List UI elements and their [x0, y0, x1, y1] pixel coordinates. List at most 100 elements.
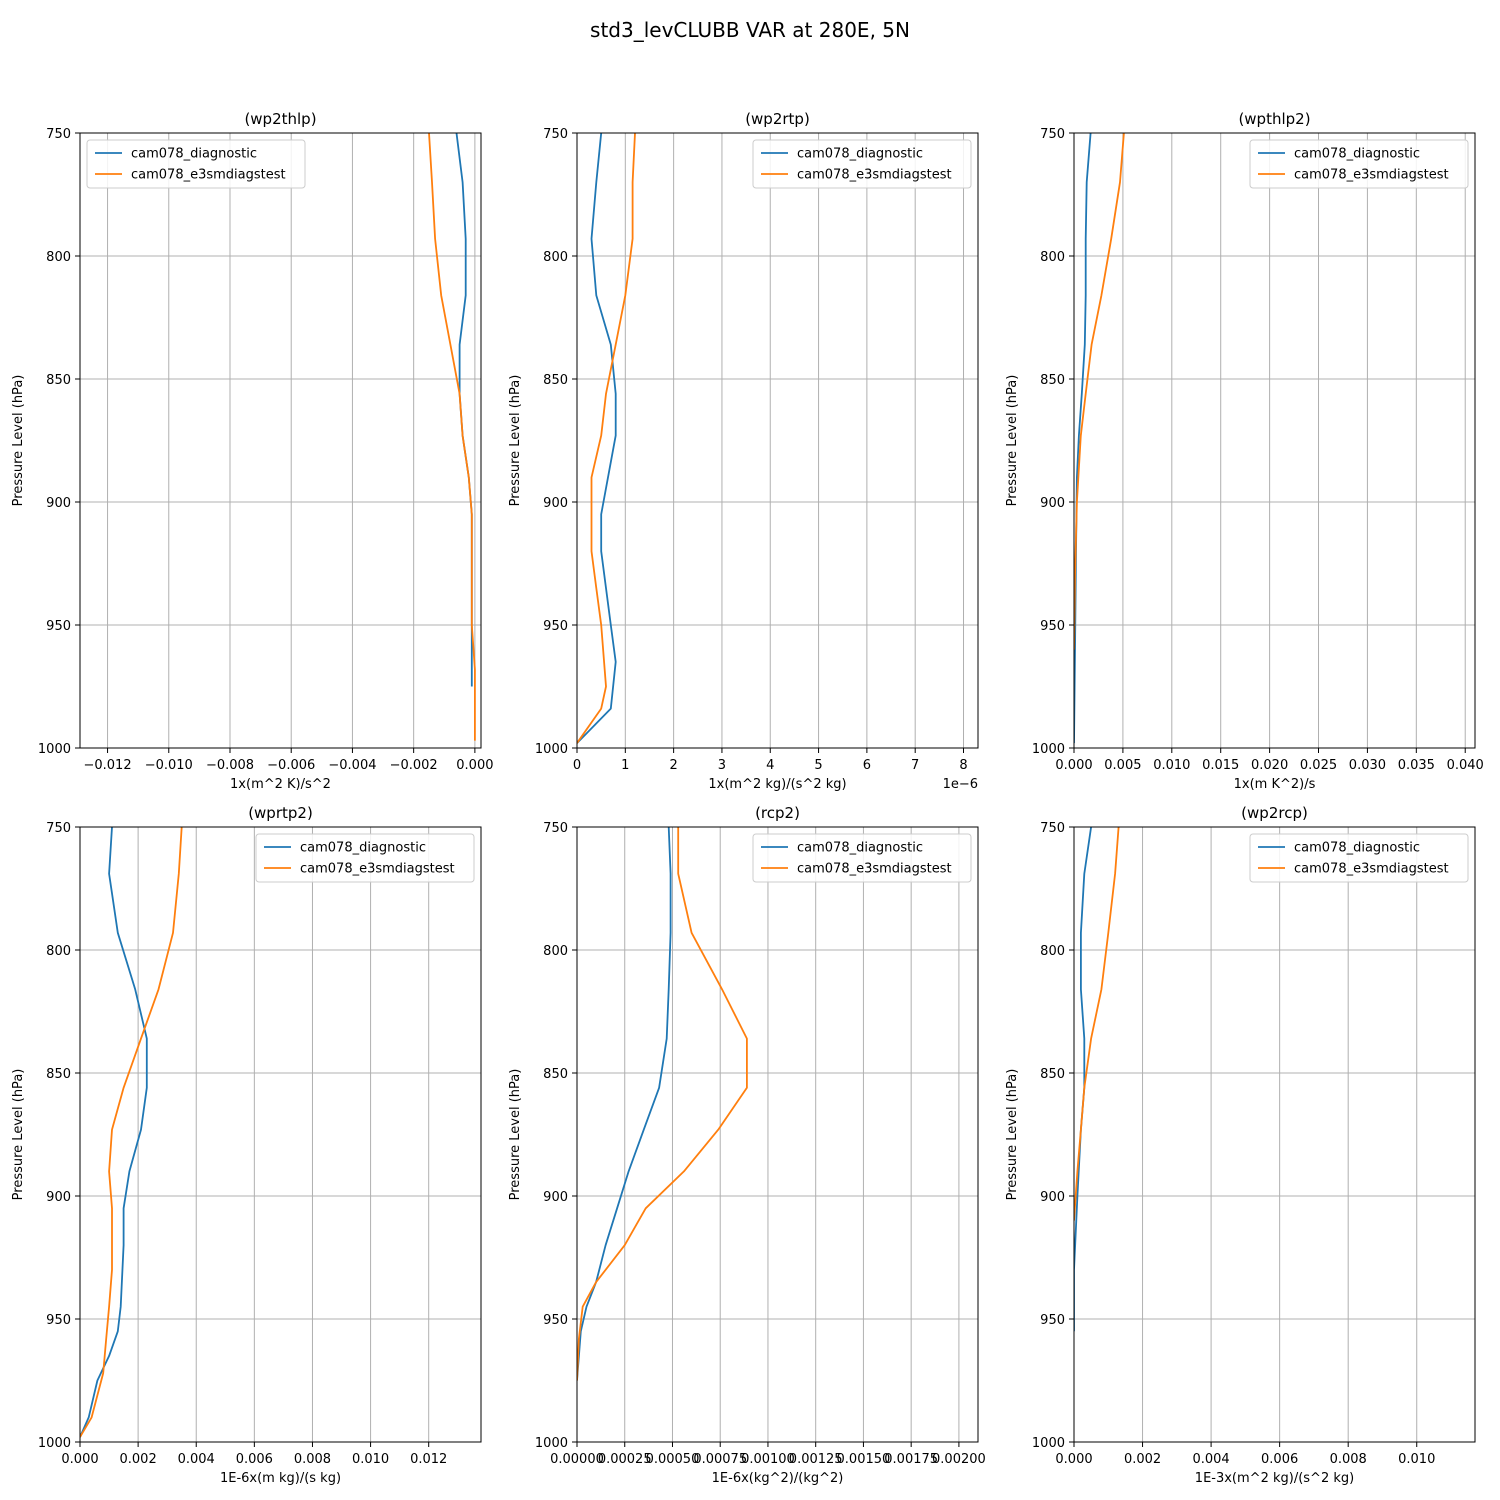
y-tick-label: 850 — [1040, 1067, 1065, 1082]
x-tick-label: −0.002 — [390, 758, 438, 773]
x-tick-label: 0.00025 — [598, 1452, 652, 1467]
x-tick-label: −0.004 — [328, 758, 376, 773]
series-line-cam078_diagnostic — [455, 133, 473, 687]
y-tick-label: 750 — [543, 821, 568, 836]
subplot-6: 0.000 0.002 0.004 0.006 0.008 0.010 750 800 850 9… — [1005, 804, 1476, 1486]
x-tick-label: −0.012 — [83, 758, 131, 773]
x-axis-label: 1x(m K^2)/s — [1234, 777, 1316, 792]
y-axis-label: Pressure Level (hPa) — [508, 1069, 523, 1201]
y-tick-label: 1000 — [1032, 1436, 1065, 1451]
x-tick-label: 0.005 — [1104, 758, 1141, 773]
series-line-cam078_diagnostic — [80, 827, 148, 1438]
subplot-title: (rcp2) — [755, 804, 800, 822]
series-group — [1074, 827, 1120, 1332]
subplot-title: (wprtp2) — [248, 804, 313, 822]
x-tick-label: 0.006 — [1261, 1452, 1298, 1467]
legend-label: cam078_e3smdiagstest — [1294, 168, 1449, 183]
series-group — [577, 133, 636, 744]
legend: cam078_diagnostic cam078_e3smdiagstest — [255, 833, 475, 883]
y-tick-label: 750 — [1040, 821, 1065, 836]
x-tick-label: 0.012 — [410, 1452, 447, 1467]
legend-label: cam078_diagnostic — [797, 147, 923, 162]
figure-title: std3_levCLUBB VAR at 280E, 5N — [590, 18, 910, 42]
x-tick-label: 0.00000 — [550, 1452, 604, 1467]
y-tick-label: 800 — [1040, 250, 1065, 265]
y-tick-label: 900 — [46, 496, 71, 511]
x-tick-label: 0.000 — [61, 1452, 98, 1467]
x-tick-label: 1 — [621, 758, 629, 773]
legend-box — [1249, 139, 1469, 189]
axes-frame — [1073, 132, 1476, 749]
x-tick-label: 0.00100 — [741, 1452, 795, 1467]
y-tick-label: 1000 — [535, 742, 568, 757]
y-tick-label: 900 — [46, 1190, 71, 1205]
x-tick-label: 5 — [814, 758, 822, 773]
x-tick-label: 0.002 — [120, 1452, 157, 1467]
y-tick-label: 1000 — [1032, 742, 1065, 757]
y-tick-label: 800 — [1040, 944, 1065, 959]
subplot-title: (wp2thlp) — [244, 110, 316, 128]
series-line-cam078_e3smdiagstest — [428, 133, 476, 741]
x-tick-label: 0.010 — [1153, 758, 1190, 773]
legend: cam078_diagnostic cam078_e3smdiagstest — [752, 139, 972, 189]
series-line-cam078_e3smdiagstest — [80, 827, 183, 1438]
x-tick-label: 0.025 — [1300, 758, 1337, 773]
x-axis-label: 1x(m^2 K)/s^2 — [230, 777, 331, 792]
series-line-cam078_e3smdiagstest — [577, 133, 636, 744]
axes-frame — [79, 826, 482, 1443]
series-line-cam078_diagnostic — [1074, 827, 1092, 1332]
axes-frame — [79, 132, 482, 749]
legend-box — [752, 833, 972, 883]
y-tick-label: 850 — [46, 1067, 71, 1082]
y-tick-label: 850 — [543, 1067, 568, 1082]
axes-frame — [576, 826, 979, 1443]
x-tick-label: 0.000 — [456, 758, 493, 773]
y-tick-label: 800 — [543, 944, 568, 959]
legend-label: cam078_diagnostic — [797, 841, 923, 856]
y-tick-label: 750 — [46, 821, 71, 836]
series-line-cam078_diagnostic — [577, 133, 617, 744]
y-tick-label: 950 — [543, 1313, 568, 1328]
x-tick-label: 3 — [718, 758, 726, 773]
y-tick-label: 1000 — [38, 742, 71, 757]
y-axis-label: Pressure Level (hPa) — [1005, 375, 1020, 507]
x-tick-label: 0.030 — [1349, 758, 1386, 773]
x-tick-label: 0.010 — [1398, 1452, 1435, 1467]
legend: cam078_diagnostic cam078_e3smdiagstest — [1249, 833, 1469, 883]
x-tick-label: 0.00050 — [646, 1452, 700, 1467]
y-tick-label: 900 — [543, 1190, 568, 1205]
series-group — [80, 827, 183, 1438]
y-axis-label: Pressure Level (hPa) — [11, 1069, 26, 1201]
y-tick-label: 750 — [1040, 127, 1065, 142]
y-tick-label: 750 — [543, 127, 568, 142]
x-tick-label: 0.008 — [294, 1452, 331, 1467]
series-group — [428, 133, 476, 741]
x-tick-label: −0.006 — [267, 758, 315, 773]
x-axis-label: 1x(m^2 kg)/(s^2 kg) — [708, 777, 846, 792]
series-line-cam078_diagnostic — [577, 827, 672, 1381]
legend-label: cam078_e3smdiagstest — [131, 168, 286, 183]
legend-label: cam078_diagnostic — [1294, 147, 1420, 162]
y-axis-label: Pressure Level (hPa) — [11, 375, 26, 507]
legend-box — [255, 833, 475, 883]
x-tick-label: 8 — [959, 758, 967, 773]
legend-box — [1249, 833, 1469, 883]
y-tick-label: 850 — [1040, 373, 1065, 388]
subplot-title: (wpthlp2) — [1238, 110, 1310, 128]
x-tick-label: −0.008 — [206, 758, 254, 773]
x-tick-label: 0.004 — [1192, 1452, 1229, 1467]
x-tick-label: 0.035 — [1398, 758, 1435, 773]
legend-label: cam078_e3smdiagstest — [797, 168, 952, 183]
y-tick-label: 800 — [46, 944, 71, 959]
y-tick-label: 800 — [543, 250, 568, 265]
y-axis-label: Pressure Level (hPa) — [508, 375, 523, 507]
x-tick-label: 0.020 — [1251, 758, 1288, 773]
x-tick-label: 0.00200 — [932, 1452, 986, 1467]
x-offset-text: 1e−6 — [943, 777, 978, 792]
series-group — [577, 827, 748, 1381]
subplot-title: (wp2rcp) — [1241, 804, 1308, 822]
legend-label: cam078_e3smdiagstest — [1294, 862, 1449, 877]
legend-box — [86, 139, 306, 189]
x-tick-label: 0.010 — [352, 1452, 389, 1467]
